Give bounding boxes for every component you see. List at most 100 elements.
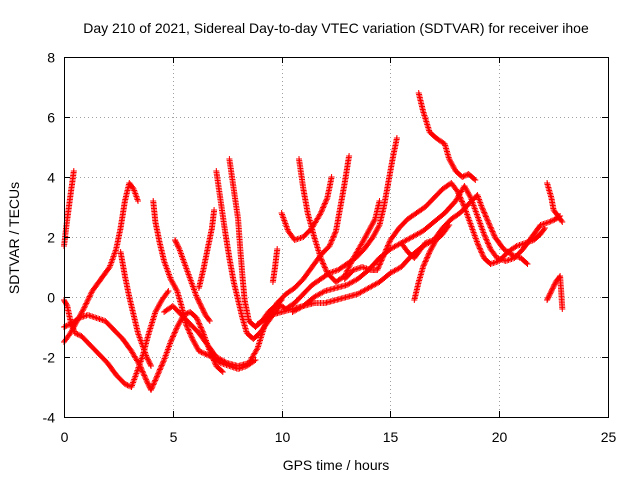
data-point bbox=[477, 246, 484, 253]
data-point bbox=[446, 157, 453, 164]
data-point bbox=[146, 359, 153, 366]
data-point bbox=[481, 231, 487, 237]
data-point bbox=[184, 325, 191, 332]
data-point bbox=[374, 267, 381, 273]
data-point bbox=[152, 377, 159, 384]
data-point bbox=[144, 355, 151, 362]
data-point bbox=[459, 199, 466, 206]
data-point bbox=[83, 299, 90, 306]
data-point bbox=[348, 259, 355, 266]
data-point bbox=[82, 301, 89, 308]
data-point bbox=[187, 331, 194, 338]
data-point bbox=[188, 333, 195, 340]
data-point bbox=[177, 317, 184, 324]
data-point bbox=[420, 264, 426, 270]
series-arc-1 bbox=[61, 168, 77, 249]
data-point bbox=[471, 176, 478, 182]
data-point bbox=[490, 229, 497, 236]
data-point bbox=[547, 290, 554, 297]
data-point bbox=[318, 256, 325, 263]
data-point bbox=[206, 352, 213, 359]
data-point bbox=[370, 234, 376, 240]
data-point bbox=[422, 258, 429, 265]
data-point bbox=[379, 256, 386, 263]
data-point bbox=[173, 325, 180, 332]
data-point bbox=[331, 232, 338, 239]
data-point bbox=[320, 288, 327, 295]
series-arc-5 bbox=[117, 249, 154, 369]
data-point bbox=[75, 331, 82, 338]
data-point bbox=[376, 262, 383, 269]
data-point bbox=[151, 378, 158, 385]
data-point bbox=[165, 288, 172, 294]
data-point bbox=[475, 241, 481, 248]
data-point bbox=[171, 329, 178, 336]
data-point bbox=[202, 351, 209, 357]
data-point bbox=[374, 265, 381, 272]
data-point bbox=[197, 348, 204, 355]
data-point bbox=[548, 288, 555, 294]
data-point bbox=[194, 345, 201, 352]
data-point bbox=[158, 362, 165, 369]
series-arc-9 bbox=[195, 207, 218, 291]
data-point bbox=[129, 184, 136, 191]
data-point bbox=[485, 241, 492, 248]
data-point bbox=[196, 321, 203, 328]
data-point bbox=[371, 217, 378, 224]
data-point bbox=[547, 218, 554, 225]
data-point bbox=[344, 267, 351, 274]
data-point bbox=[375, 223, 382, 230]
data-point bbox=[205, 352, 212, 359]
data-point bbox=[149, 382, 156, 389]
data-point bbox=[174, 322, 181, 329]
data-point bbox=[456, 193, 463, 200]
data-point bbox=[426, 249, 433, 255]
data-point bbox=[200, 308, 207, 315]
data-point bbox=[383, 245, 390, 252]
data-point bbox=[559, 219, 566, 225]
data-point bbox=[323, 196, 330, 203]
data-point bbox=[484, 216, 491, 223]
data-point bbox=[156, 366, 163, 373]
data-point bbox=[144, 379, 151, 386]
data-point bbox=[142, 375, 149, 382]
data-point bbox=[329, 236, 336, 243]
data-point bbox=[168, 337, 175, 344]
y-tick-label: -4 bbox=[43, 410, 56, 426]
data-point bbox=[421, 261, 428, 268]
data-point bbox=[159, 361, 166, 368]
series-arc-8 bbox=[172, 237, 213, 324]
data-point bbox=[376, 198, 383, 204]
data-point bbox=[174, 324, 181, 330]
data-point bbox=[105, 265, 112, 272]
data-point bbox=[461, 183, 468, 189]
data-point bbox=[347, 261, 354, 268]
data-point bbox=[155, 303, 162, 310]
data-point bbox=[330, 234, 336, 241]
data-point bbox=[146, 360, 153, 367]
data-point bbox=[143, 376, 150, 383]
data-point bbox=[320, 204, 327, 211]
data-point bbox=[486, 243, 493, 250]
data-point bbox=[140, 369, 147, 376]
data-point bbox=[203, 351, 210, 358]
data-point bbox=[488, 225, 495, 232]
data-point bbox=[195, 319, 202, 326]
data-point bbox=[481, 232, 488, 239]
data-point bbox=[446, 156, 453, 162]
data-point bbox=[463, 187, 470, 193]
data-point bbox=[544, 297, 551, 303]
data-point bbox=[218, 368, 225, 374]
data-point bbox=[421, 259, 428, 266]
data-point bbox=[380, 253, 387, 260]
data-points bbox=[61, 90, 566, 393]
x-tick-label: 0 bbox=[61, 429, 69, 445]
data-point bbox=[379, 254, 386, 261]
data-point bbox=[187, 330, 193, 337]
series-arc-20 bbox=[411, 222, 453, 303]
y-tick-label: 0 bbox=[47, 290, 55, 306]
data-point bbox=[327, 240, 334, 247]
data-point bbox=[484, 217, 491, 224]
data-point bbox=[544, 295, 551, 302]
data-point bbox=[457, 195, 464, 202]
